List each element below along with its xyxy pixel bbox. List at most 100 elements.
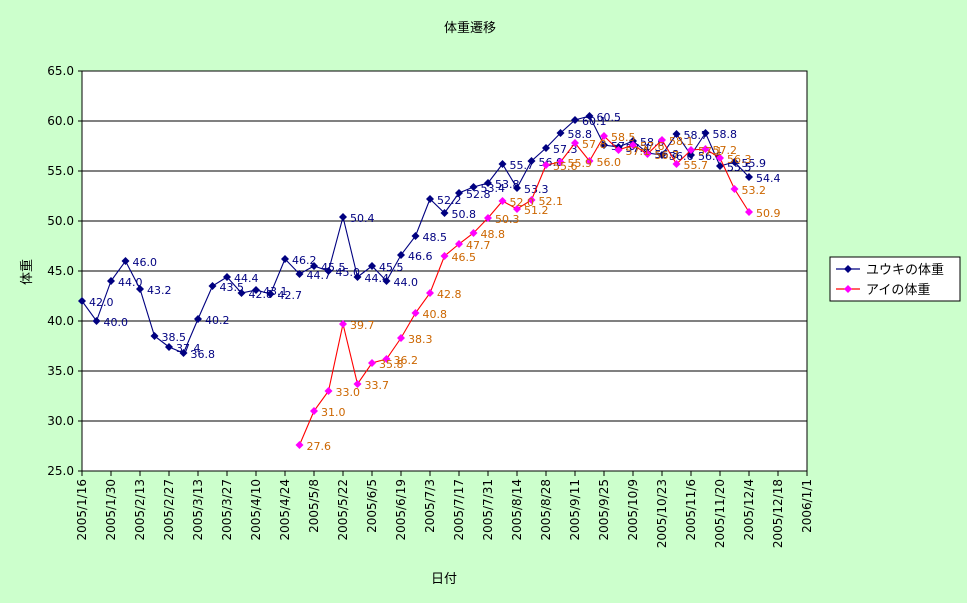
data-label-0: 60.1: [582, 115, 607, 128]
legend-marker-yuki: [844, 265, 852, 273]
data-point-0: [252, 286, 260, 294]
x-tick-label: 2005/8/28: [539, 479, 553, 541]
data-point-1: [382, 355, 391, 363]
data-point-1: [600, 132, 608, 140]
data-label-0: 54.4: [756, 172, 781, 185]
data-label-1: 40.8: [423, 308, 448, 321]
data-label-1: 38.3: [408, 333, 433, 346]
data-label-0: 50.8: [452, 208, 477, 221]
x-tick-label: 2005/10/9: [626, 479, 640, 541]
data-label-1: 58.5: [611, 131, 636, 144]
data-label-0: 48.5: [423, 231, 448, 244]
data-point-1: [701, 145, 710, 153]
x-tick-label: 2005/11/20: [713, 479, 727, 548]
y-tick-label: 55.0: [47, 164, 74, 178]
x-tick-label: 2005/8/14: [510, 479, 524, 541]
data-label-0: 38.5: [162, 331, 187, 344]
data-label-0: 58.8: [568, 128, 593, 141]
data-point-0: [78, 297, 86, 305]
data-label-0: 42.8: [249, 288, 274, 301]
x-tick-label: 2005/2/13: [133, 479, 147, 541]
data-label-0: 58.8: [713, 128, 738, 141]
data-point-0: [208, 282, 217, 290]
data-point-0: [455, 189, 463, 197]
data-point-1: [310, 407, 318, 415]
legend: ユウキの体重 アイの体重: [829, 256, 961, 302]
x-tick-label: 2005/12/18: [771, 479, 785, 548]
data-point-0: [426, 195, 434, 203]
x-tick-label: 2005/12/4: [742, 479, 756, 541]
y-tick-label: 25.0: [47, 464, 74, 478]
y-tick-label: 30.0: [47, 414, 74, 428]
data-point-0: [527, 157, 536, 165]
data-label-0: 44.4: [365, 272, 390, 285]
data-point-0: [194, 315, 202, 323]
data-point-1: [629, 141, 637, 149]
data-label-0: 58.7: [684, 129, 709, 142]
data-point-1: [411, 309, 420, 317]
legend-box: [829, 256, 961, 302]
legend-marker-ai: [844, 285, 852, 293]
data-point-0: [469, 183, 478, 191]
data-label-1: 52.1: [539, 195, 564, 208]
data-label-0: 40.2: [205, 314, 230, 327]
data-label-0: 50.4: [350, 212, 375, 225]
data-label-0: 55.9: [742, 157, 767, 170]
data-point-0: [484, 179, 492, 187]
data-point-0: [107, 277, 115, 285]
x-tick-label: 2006/1/1: [800, 479, 814, 533]
legend-label-ai: アイの体重: [866, 282, 930, 298]
data-label-1: 33.7: [365, 379, 390, 392]
data-label-0: 40.0: [104, 316, 129, 329]
series-1: 27.6 31.0 33.0 39.7 33.7 35.836.2 38.3 40.8 42.8…: [295, 131, 781, 453]
data-label-1: 58.1: [669, 135, 694, 148]
data-point-0: [92, 317, 101, 325]
data-point-0: [223, 273, 231, 281]
data-point-0: [498, 160, 507, 168]
data-label-1: 53.2: [742, 184, 767, 197]
data-label-1: 52.0: [510, 196, 535, 209]
y-tick-label: 50.0: [47, 214, 74, 228]
data-point-1: [716, 154, 724, 162]
x-tick-label: 2005/6/19: [394, 479, 408, 541]
data-point-0: [368, 262, 376, 270]
data-point-0: [121, 257, 130, 265]
data-point-1: [426, 289, 434, 297]
data-label-0: 55.7: [510, 159, 535, 172]
data-label-1: 51.2: [524, 204, 549, 217]
data-label-0: 53.4: [481, 182, 506, 195]
x-tick-label: 2005/4/10: [249, 479, 263, 541]
data-point-0: [150, 332, 159, 340]
data-point-1: [455, 240, 463, 248]
x-tick-label: 2005/11/6: [684, 479, 698, 541]
data-label-1: 55.7: [684, 159, 709, 172]
data-point-1: [295, 441, 304, 449]
x-tick-label: 2005/7/17: [452, 479, 466, 541]
data-point-1: [542, 161, 550, 169]
data-label-0: 56.6: [698, 150, 723, 163]
data-point-0: [687, 151, 695, 159]
data-point-0: [600, 141, 608, 149]
data-label-1: 55.6: [553, 160, 578, 173]
data-point-0: [353, 273, 362, 281]
data-label-1: 57.2: [713, 144, 738, 157]
x-tick-label: 2005/9/11: [568, 479, 582, 541]
x-tick-label: 2005/9/25: [597, 479, 611, 541]
data-label-1: 27.6: [307, 440, 332, 453]
series-0: 42.0 40.0 44.0 46.0 43.2 38.537.436.8 40.2 43.5…: [78, 111, 781, 361]
data-label-0: 46.2: [292, 254, 317, 267]
data-point-0: [237, 289, 246, 297]
data-point-0: [295, 270, 304, 278]
x-tick-label: 2005/7/31: [481, 479, 495, 541]
data-label-0: 45.0: [336, 266, 361, 279]
data-point-0: [672, 130, 681, 138]
grid-lines: [82, 120, 807, 422]
data-point-0: [730, 158, 739, 166]
data-point-0: [513, 184, 521, 192]
data-point-1: [527, 196, 536, 204]
x-axis-ticks: 2005/1/16 2005/1/30 2005/2/13 2005/2/27 2005…: [75, 471, 814, 548]
data-label-1: 55.9: [568, 157, 593, 170]
data-label-1: 57.1: [626, 145, 651, 158]
data-label-0: 43.1: [263, 285, 288, 298]
data-point-0: [701, 129, 710, 137]
